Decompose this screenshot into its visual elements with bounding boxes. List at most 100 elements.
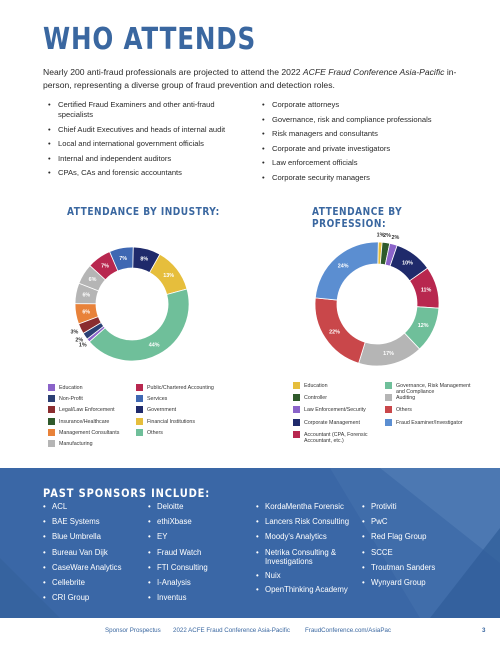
legend-swatch: [136, 417, 143, 425]
data-label: 7%: [119, 256, 127, 262]
legend-label: Education: [59, 385, 83, 391]
profession-chart-title: ATTENDANCE BY PROFESSION:: [312, 206, 403, 230]
legend-label: Government: [147, 407, 177, 414]
list-item: Corporate attorneys: [262, 100, 462, 110]
data-label: 6%: [82, 310, 90, 316]
sponsor-column-1: ACL BAE Systems Blue Umbrella Bureau Van…: [43, 502, 121, 608]
data-label: 2%: [391, 235, 399, 241]
legend-label: Services: [147, 396, 168, 403]
attendee-list-left: Certified Fraud Examiners and other anti…: [48, 100, 238, 183]
list-item: Corporate and private investigators: [262, 144, 462, 154]
sponsor-item: Nuix: [256, 571, 356, 580]
data-label: 1%: [79, 342, 87, 348]
page-footer: Sponsor Prospectus 2022 ACFE Fraud Confe…: [0, 618, 500, 647]
legend-label: Legal/Law Enforcement: [59, 407, 115, 414]
legend-swatch: [293, 430, 300, 438]
legend-item: Management Consultants: [48, 428, 138, 436]
legend-label: Others: [396, 407, 412, 414]
legend-item: Auditing: [385, 394, 475, 402]
legend-swatch: [385, 406, 392, 414]
legend-label: Accountant (CPA, Forensic Accountant, et…: [304, 431, 368, 444]
list-item: Certified Fraud Examiners and other anti…: [48, 100, 238, 120]
sponsor-item: FTI Consulting: [148, 563, 208, 572]
list-item: Law enforcement officials: [262, 158, 462, 168]
legend-label: Governance, Risk Management and Complian…: [396, 383, 471, 395]
donut-slice: [314, 297, 366, 364]
list-item: Local and international government offic…: [48, 139, 238, 149]
legend-item: Insurance/Healthcare: [48, 417, 138, 425]
profession-donut-chart: 1%2% 2%10%11%12%17%22%24%: [314, 233, 440, 367]
legend-item: Governance, Risk Management and Complian…: [385, 382, 475, 395]
sponsor-item: I-Analysis: [148, 578, 208, 587]
legend-item: Fraud Examiner/Investigator: [385, 418, 475, 426]
legend-swatch: [385, 382, 392, 389]
sponsor-item: Moody's Analytics: [256, 532, 356, 541]
legend-swatch: [293, 394, 300, 402]
footer-doc-name: Sponsor Prospectus: [105, 627, 161, 634]
legend-item: Public/Chartered Accounting: [136, 384, 226, 391]
industry-legend: Education Public/Chartered Accounting Non-…: [48, 384, 248, 455]
footer-url[interactable]: FraudConference.com/AsiaPac: [305, 627, 391, 634]
legend-swatch: [136, 406, 143, 414]
legend-item: Others: [385, 406, 475, 414]
legend-swatch: [48, 406, 55, 414]
donut-slice: [88, 288, 190, 362]
data-label: 10%: [402, 261, 413, 267]
legend-item: Non-Profit: [48, 395, 138, 403]
legend-label: Education: [304, 383, 328, 389]
sponsor-item: Lancers Risk Consulting: [256, 517, 356, 526]
sponsor-column-4: Protiviti PwC Red Flag Group SCCE Troutm…: [362, 502, 435, 593]
legend-label: Corporate Management: [304, 419, 360, 426]
profession-legend: Education Governance, Risk Management and…: [293, 382, 493, 453]
data-label: 11%: [421, 288, 432, 294]
legend-swatch: [48, 417, 55, 425]
data-label: 17%: [383, 351, 394, 357]
sponsor-item: PwC: [362, 517, 435, 526]
list-item: Risk managers and consultants: [262, 129, 462, 139]
legend-label: Non-Profit: [59, 396, 83, 403]
sponsor-item: CRI Group: [43, 593, 121, 602]
list-item: Corporate security managers: [262, 173, 462, 183]
industry-chart-title: ATTENDANCE BY INDUSTRY:: [67, 206, 220, 218]
data-label: 6%: [82, 293, 90, 299]
intro-text-end: in-person, representing a diverse group …: [43, 67, 457, 90]
sponsor-item: EY: [148, 532, 208, 541]
legend-item: Education: [48, 384, 138, 391]
attendee-list-right: Corporate attorneys Governance, risk and…: [262, 100, 462, 188]
list-item: Governance, risk and compliance professi…: [262, 115, 462, 125]
list-item: CPAs, CAs and forensic accountants: [48, 168, 238, 178]
data-label: 3%: [70, 329, 78, 335]
legend-swatch: [48, 395, 55, 403]
legend-item: Government: [136, 406, 226, 414]
legend-item: Law Enforcement/Security: [293, 406, 383, 414]
data-label: 2%: [75, 338, 83, 344]
sponsor-item: OpenThinking Academy: [256, 585, 356, 594]
legend-swatch: [385, 418, 392, 426]
legend-label: Law Enforcement/Security: [304, 407, 366, 414]
legend-item: Education: [293, 382, 383, 389]
legend-item: Others: [136, 428, 226, 436]
list-item: Internal and independent auditors: [48, 154, 238, 164]
industry-donut-chart: 6% 6% 6% 7% 7% 8% 13% 44% 1%2% 3%: [70, 246, 190, 362]
legend-label: Others: [147, 429, 163, 436]
data-label: 8%: [140, 257, 148, 263]
legend-swatch: [293, 418, 300, 426]
sponsor-column-2: Deloitte ethiXbase EY Fraud Watch FTI Co…: [148, 502, 208, 608]
legend-label: Fraud Examiner/Investigator: [396, 419, 463, 426]
data-label: 2%: [383, 233, 391, 239]
sponsor-item: ACL: [43, 502, 121, 511]
sponsor-item: BAE Systems: [43, 517, 121, 526]
legend-label: Financial Institutions: [147, 418, 195, 425]
sponsor-item: Protiviti: [362, 502, 435, 511]
intro-event-name: ACFE Fraud Conference Asia-Pacific: [302, 67, 445, 77]
sponsor-item: Troutman Sanders: [362, 563, 435, 572]
legend-item: Manufacturing: [48, 440, 138, 447]
legend-item: Legal/Law Enforcement: [48, 406, 138, 414]
sponsor-item: KordaMentha Forensic: [256, 502, 356, 511]
sponsor-item: Fraud Watch: [148, 548, 208, 557]
legend-swatch: [48, 428, 55, 436]
legend-swatch: [136, 384, 143, 391]
sponsor-item: Deloitte: [148, 502, 208, 511]
sponsor-item: Cellebrite: [43, 578, 121, 587]
legend-label: Management Consultants: [59, 429, 120, 436]
